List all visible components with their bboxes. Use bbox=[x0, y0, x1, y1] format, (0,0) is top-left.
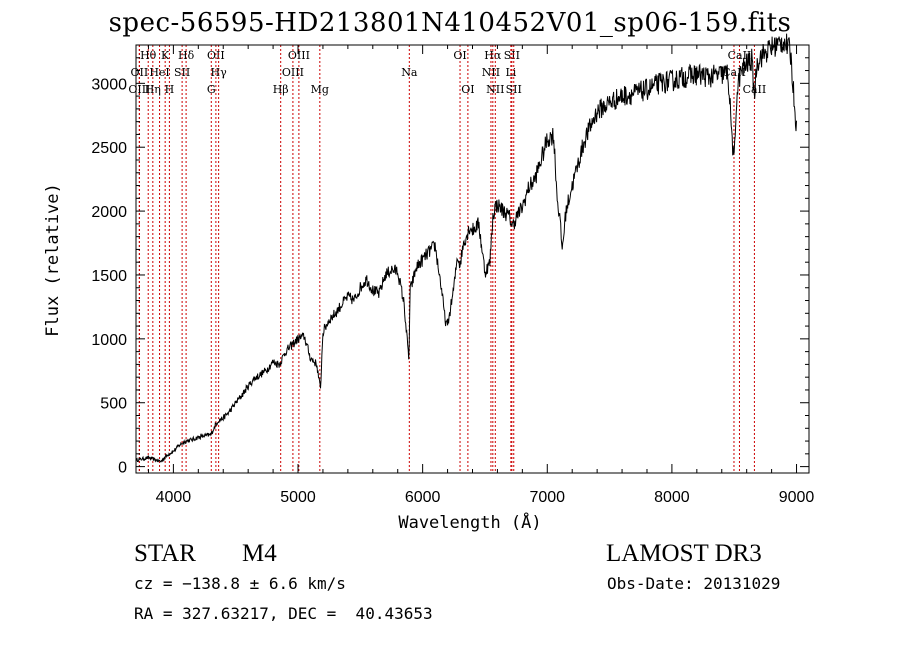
line-marker-label: OI bbox=[453, 49, 466, 62]
y-tick-label: 0 bbox=[118, 460, 127, 477]
object-subclass: M4 bbox=[242, 540, 277, 567]
line-marker-label: Hδ bbox=[178, 49, 195, 62]
y-axis: 0 500 1000 1500 2000 2500 3000 bbox=[91, 57, 809, 477]
x-tick-label: 5000 bbox=[280, 489, 316, 506]
line-marker-label: SII bbox=[174, 66, 190, 79]
line-marker-label: Li bbox=[505, 66, 516, 79]
line-marker-label: Hβ bbox=[273, 83, 289, 96]
y-tick-label: 2500 bbox=[91, 140, 127, 157]
x-axis-label: Wavelength (Å) bbox=[398, 511, 541, 533]
x-axis: 4000 5000 6000 7000 8000 9000 bbox=[147, 45, 815, 506]
line-marker-label: OIII bbox=[282, 66, 304, 79]
obs-date: Obs-Date: 20131029 bbox=[607, 574, 781, 593]
line-marker-label: HeI bbox=[149, 66, 169, 79]
line-marker-label: H bbox=[165, 83, 175, 96]
line-marker-label: OII bbox=[207, 49, 225, 62]
y-tick-label: 1000 bbox=[91, 332, 127, 349]
line-marker-label: Mg bbox=[311, 83, 329, 96]
line-marker-label: OI bbox=[461, 83, 474, 96]
line-marker-label: NII bbox=[486, 83, 504, 96]
y-tick-label: 500 bbox=[100, 396, 127, 413]
plot-frame bbox=[135, 44, 810, 474]
ra-dec: RA = 327.63217, DEC = 40.43653 bbox=[134, 604, 433, 623]
line-marker-label: G bbox=[207, 83, 216, 96]
x-tick-label: 7000 bbox=[529, 489, 565, 506]
line-marker-label: SII bbox=[504, 49, 520, 62]
line-marker-label: K bbox=[161, 49, 170, 62]
x-tick-label: 4000 bbox=[156, 489, 192, 506]
spectrum-line bbox=[135, 33, 797, 463]
line-marker-label: Hθ bbox=[140, 49, 157, 62]
x-tick-label: 8000 bbox=[654, 489, 690, 506]
line-marker-label: Na bbox=[401, 66, 418, 79]
y-axis-label: Flux (relative) bbox=[43, 183, 63, 337]
y-tick-label: 1500 bbox=[91, 268, 127, 285]
object-class: STAR bbox=[134, 540, 196, 567]
y-tick-label: 2000 bbox=[91, 204, 127, 221]
line-marker-label: OIII bbox=[128, 83, 150, 96]
line-marker-label: NII bbox=[482, 66, 500, 79]
line-marker-label: Hα bbox=[484, 49, 502, 62]
chart-title: spec-56595-HD213801N410452V01_sp06-159.f… bbox=[108, 8, 792, 38]
line-marker-label: Hη bbox=[145, 83, 161, 96]
line-marker-label: Hγ bbox=[211, 66, 228, 79]
x-tick-label: 9000 bbox=[779, 489, 815, 506]
redshift-text: cz = −138.8 ± 6.6 km/s bbox=[134, 574, 346, 593]
line-marker-label: OII bbox=[131, 66, 149, 79]
line-marker-label: OIII bbox=[288, 49, 310, 62]
spectrum-series bbox=[135, 33, 797, 463]
x-tick-label: 6000 bbox=[405, 489, 441, 506]
survey-name: LAMOST DR3 bbox=[606, 540, 762, 567]
line-marker-label: SII bbox=[506, 83, 522, 96]
y-tick-label: 3000 bbox=[91, 76, 127, 93]
